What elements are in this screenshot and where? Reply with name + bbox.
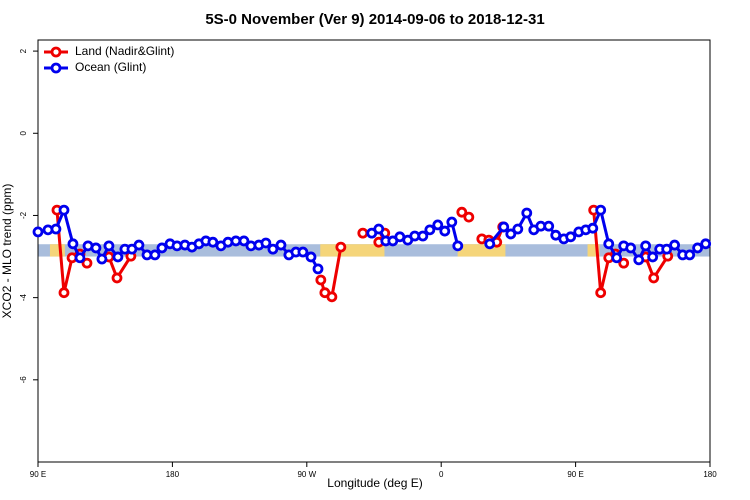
point	[648, 272, 660, 284]
point	[543, 220, 555, 232]
point	[111, 272, 123, 284]
point	[618, 257, 630, 269]
point	[260, 237, 272, 249]
plot-frame	[37, 39, 711, 463]
point	[297, 246, 309, 258]
point	[133, 239, 145, 251]
point	[315, 274, 327, 286]
band-highlight	[320, 244, 385, 257]
legend-label: Ocean (Glint)	[75, 60, 146, 74]
x-tick-label: 180	[166, 470, 180, 479]
point	[305, 251, 317, 263]
point	[335, 241, 347, 253]
legend-marker	[50, 46, 62, 58]
point	[684, 249, 696, 261]
point	[498, 221, 510, 233]
point	[565, 231, 577, 243]
y-tick-label: 0	[19, 131, 28, 136]
point	[58, 204, 70, 216]
point	[439, 225, 451, 237]
point	[432, 219, 444, 231]
point	[312, 263, 324, 275]
point	[625, 242, 637, 254]
point	[207, 236, 219, 248]
point	[373, 223, 385, 235]
point	[633, 254, 645, 266]
point	[452, 240, 464, 252]
point	[611, 252, 623, 264]
y-tick-label: -6	[19, 376, 28, 384]
point	[512, 223, 524, 235]
point	[505, 228, 517, 240]
point	[417, 230, 429, 242]
point	[550, 229, 562, 241]
x-axis-label: Longitude (deg E)	[327, 476, 422, 490]
y-tick-label: 2	[19, 48, 28, 53]
point	[647, 251, 659, 263]
point	[661, 243, 673, 255]
point	[595, 287, 607, 299]
point	[238, 235, 250, 247]
y-tick-label: -2	[19, 211, 28, 219]
point	[112, 251, 124, 263]
point	[484, 238, 496, 250]
point	[463, 211, 475, 223]
point	[326, 291, 338, 303]
point	[50, 223, 62, 235]
point	[149, 249, 161, 261]
point	[424, 224, 436, 236]
band-highlight	[587, 244, 600, 257]
point	[96, 253, 108, 265]
point	[692, 242, 704, 254]
x-tick-label: 0	[439, 470, 444, 479]
x-tick-label: 90 E	[567, 470, 583, 479]
point	[669, 239, 681, 251]
y-tick-label: -4	[19, 294, 28, 302]
point	[58, 287, 70, 299]
x-tick-label: 180	[703, 470, 717, 479]
band-highlight	[49, 244, 65, 257]
point	[521, 207, 533, 219]
point	[275, 239, 287, 251]
legend-label: Land (Nadir&Glint)	[75, 44, 174, 58]
point	[640, 240, 652, 252]
x-tick-label: 90 E	[30, 470, 46, 479]
point	[267, 243, 279, 255]
point	[595, 204, 607, 216]
point	[357, 227, 369, 239]
point	[74, 252, 86, 264]
legend-marker	[50, 62, 62, 74]
point	[32, 226, 44, 238]
point	[90, 242, 102, 254]
point	[700, 238, 712, 250]
point	[81, 257, 93, 269]
point	[156, 242, 168, 254]
point	[603, 238, 615, 250]
chart-title: 5S-0 November (Ver 9) 2014-09-06 to 2018…	[205, 11, 544, 28]
point	[587, 222, 599, 234]
point	[446, 216, 458, 228]
x-tick-label: 90 W	[297, 470, 316, 479]
point	[103, 240, 115, 252]
point	[456, 206, 468, 218]
point	[67, 238, 79, 250]
y-axis-label: XCO2 - MLO trend (ppm)	[0, 184, 14, 319]
